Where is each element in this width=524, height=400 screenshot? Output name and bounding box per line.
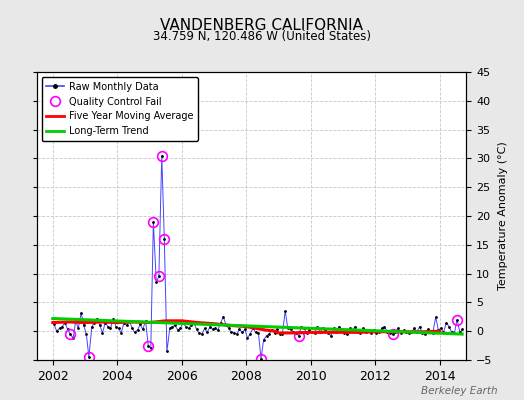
Legend: Raw Monthly Data, Quality Control Fail, Five Year Moving Average, Long-Term Tren: Raw Monthly Data, Quality Control Fail, … [41,77,198,141]
Text: 34.759 N, 120.486 W (United States): 34.759 N, 120.486 W (United States) [153,30,371,43]
Y-axis label: Temperature Anomaly (°C): Temperature Anomaly (°C) [498,142,508,290]
Text: VANDENBERG CALIFORNIA: VANDENBERG CALIFORNIA [160,18,364,33]
Text: Berkeley Earth: Berkeley Earth [421,386,498,396]
